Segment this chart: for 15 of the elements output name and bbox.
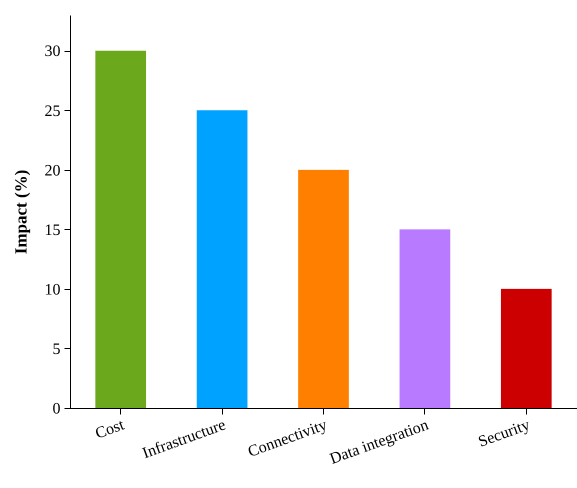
y-tick-label: 25 xyxy=(44,102,60,120)
bar xyxy=(95,50,146,408)
bar xyxy=(400,229,450,408)
y-tick-label: 30 xyxy=(44,43,60,60)
bar xyxy=(196,110,248,408)
y-tick-label: 15 xyxy=(44,222,60,239)
bar xyxy=(298,170,349,408)
y-tick-label: 5 xyxy=(52,340,60,358)
bar xyxy=(500,288,552,408)
y-tick-label: 0 xyxy=(52,400,60,418)
y-tick-label: 20 xyxy=(44,162,60,180)
x-tick-label: Security xyxy=(476,416,532,451)
y-tick-label: 10 xyxy=(44,281,60,298)
x-tick-label: Cost xyxy=(93,416,128,443)
y-axis-title: Impact (%) xyxy=(12,170,30,254)
